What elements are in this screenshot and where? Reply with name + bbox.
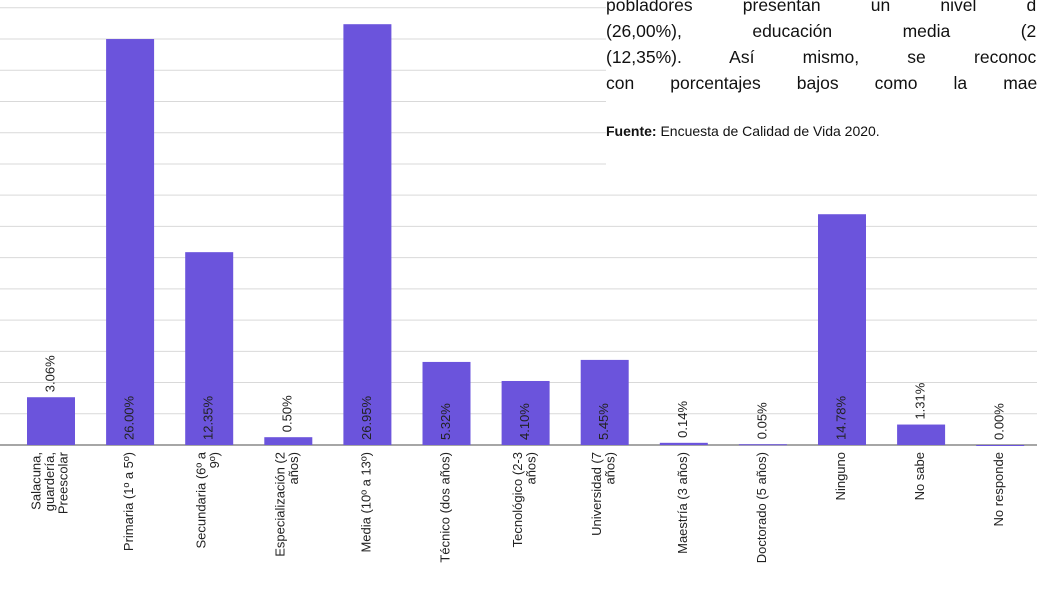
x-tick-label: Ninguno xyxy=(833,452,848,500)
x-tick-label: Media (10º a 13º) xyxy=(359,452,374,553)
value-label: 0.05% xyxy=(754,402,769,439)
bar xyxy=(659,442,708,445)
bar xyxy=(580,359,629,445)
value-label: 1.31% xyxy=(913,382,928,419)
source: Fuente: Encuesta de Calidad de Vida 2020… xyxy=(606,118,1037,144)
value-label: 0.00% xyxy=(992,403,1007,440)
x-tick-label: Maestría (3 años) xyxy=(675,452,690,554)
paragraph-line: (26,00%), educación media (26 xyxy=(606,21,1037,41)
value-label: 4.10% xyxy=(517,403,532,440)
value-label: 3.06% xyxy=(42,355,57,392)
bar xyxy=(343,24,392,446)
source-text: Encuesta de Calidad de Vida 2020. xyxy=(660,123,880,139)
x-tick-label: Salacuna,guardería,Preescolar xyxy=(29,451,71,514)
bar xyxy=(106,39,155,445)
value-label: 14.78% xyxy=(833,395,848,440)
bar xyxy=(264,437,313,445)
paragraph-line: (12,35%). Así mismo, se reconoce xyxy=(606,47,1037,67)
x-tick-label: No sabe xyxy=(913,452,928,500)
paragraph-line: pobladores presentan un nivel de xyxy=(606,0,1037,15)
bar xyxy=(501,380,550,445)
value-label: 12.35% xyxy=(201,395,216,440)
source-label: Fuente: xyxy=(606,123,657,139)
x-tick-label: Secundaria (6º a9º) xyxy=(194,451,223,548)
bar xyxy=(185,252,234,445)
value-label: 26.95% xyxy=(359,395,374,440)
x-tick-label: Doctorado (5 años) xyxy=(754,452,769,563)
bar xyxy=(897,424,946,445)
x-tick-label: No responde xyxy=(992,452,1007,526)
value-label: 26.00% xyxy=(122,395,137,440)
x-tick-label: Primaria (1º a 5º) xyxy=(122,452,137,551)
x-tick-label: Técnico (dos años) xyxy=(438,452,453,563)
value-label: 0.14% xyxy=(675,401,690,438)
bar xyxy=(27,397,75,445)
bar xyxy=(422,361,471,445)
value-label: 5.45% xyxy=(596,403,611,440)
text-block: pobladores presentan un nivel de (26,00%… xyxy=(606,0,1037,182)
paragraph-line: con porcentajes bajos como la maes xyxy=(606,73,1037,93)
value-label: 0.50% xyxy=(280,395,295,432)
bar xyxy=(738,444,787,446)
bar xyxy=(818,214,866,445)
bar xyxy=(976,445,1025,446)
x-tick-label: Tecnológico (2-3años) xyxy=(510,452,539,547)
value-label: 5.32% xyxy=(438,403,453,440)
x-tick-label: Universidad (7años) xyxy=(589,452,618,536)
x-tick-label: Especialización (2años) xyxy=(273,452,302,557)
